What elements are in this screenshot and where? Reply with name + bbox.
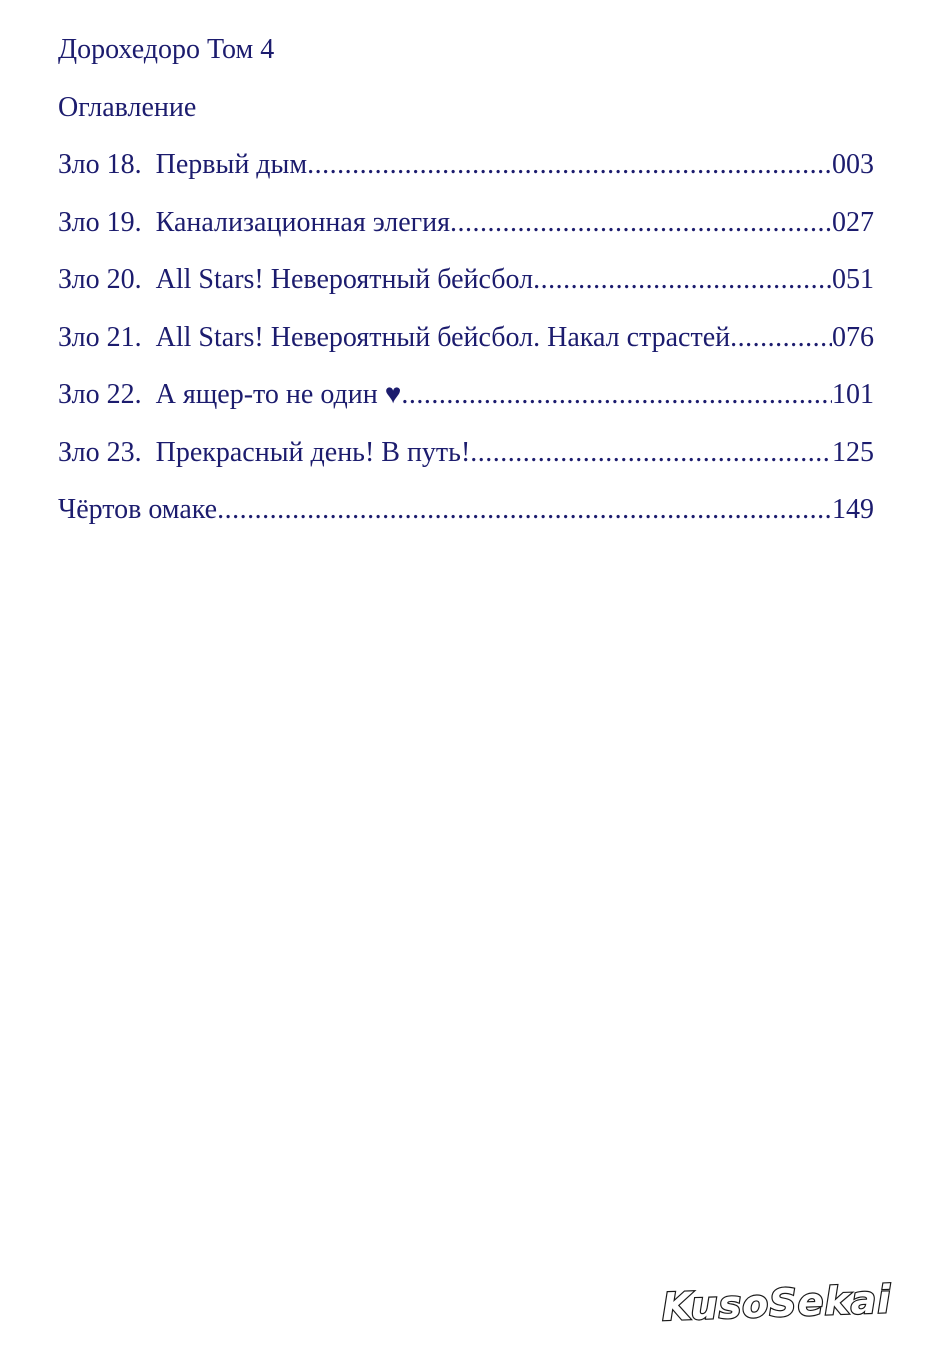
dot-leader: ........................................…	[217, 496, 832, 524]
toc-entry-page: 125	[832, 436, 874, 468]
toc-entry-page: 003	[832, 149, 874, 180]
toc-entry-page: 027	[832, 206, 874, 238]
kusosekai-logo: KusoSekai	[660, 1276, 893, 1330]
toc-entry-page: 051	[832, 264, 874, 295]
toc-entry-label: Зло 22. А ящер-то не один ♥	[58, 379, 402, 410]
toc-entry-page: 149	[832, 494, 874, 525]
toc-heading: Оглавление	[58, 91, 197, 123]
toc-entry: Чёртов омаке ...........................…	[58, 496, 874, 524]
dot-leader: ........................................…	[730, 323, 832, 352]
book-title: Дорохедоро Том 4	[58, 34, 275, 65]
toc-entry-page: 076	[832, 321, 874, 353]
toc-entry-page: 101	[832, 379, 874, 410]
dot-leader: ........................................…	[449, 208, 832, 237]
dot-leader: ........................................…	[307, 151, 832, 179]
toc-entry: Зло 23. Прекрасный день! В путь! .......…	[58, 436, 874, 468]
toc-entry-label: Зло 21. All Stars! Невероятный бейсбол. …	[58, 321, 731, 353]
toc-entry: Зло 21. All Stars! Невероятный бейсбол. …	[58, 321, 874, 353]
dot-leader: ........................................…	[533, 266, 832, 294]
toc-entry: Зло 20. All Stars! Невероятный бейсбол .…	[58, 266, 874, 294]
kusosekai-logo-text: KusoSekai	[661, 1277, 892, 1329]
toc-entry: Зло 22. А ящер-то не один ♥ ............…	[58, 381, 874, 409]
dot-leader: ........................................…	[401, 381, 832, 409]
toc-entry-label: Зло 20. All Stars! Невероятный бейсбол	[58, 264, 534, 295]
dot-leader: ........................................…	[470, 438, 832, 467]
toc-entry-label: Зло 18. Первый дым	[58, 149, 308, 180]
toc-entry: Зло 18. Первый дым .....................…	[58, 151, 874, 179]
toc-entry-label: Зло 23. Прекрасный день! В путь!	[58, 436, 471, 468]
toc-entry-label: Зло 19. Канализационная элегия	[58, 206, 450, 238]
toc-entry-label: Чёртов омаке	[58, 494, 218, 525]
toc-content: Дорохедоро Том 4 Оглавление Зло 18. Перв…	[58, 36, 874, 554]
toc-entry: Зло 19. Канализационная элегия .........…	[58, 206, 874, 238]
